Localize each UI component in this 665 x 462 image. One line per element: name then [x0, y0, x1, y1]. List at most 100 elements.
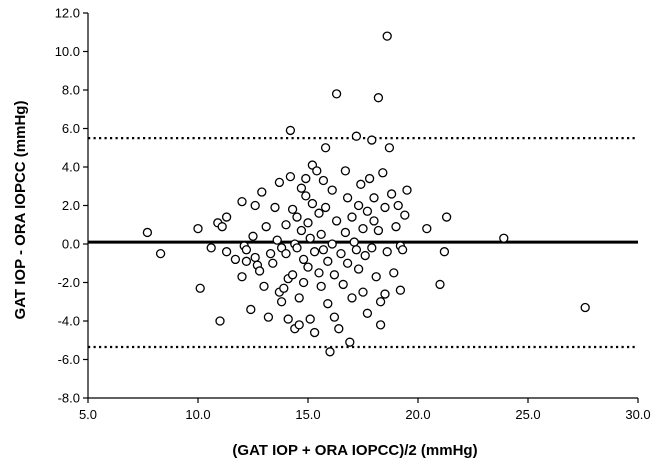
data-point: [378, 168, 388, 178]
data-point: [369, 216, 379, 226]
data-point: [336, 248, 346, 259]
data-point: [259, 281, 269, 292]
data-point: [342, 193, 353, 203]
data-point: [380, 202, 390, 213]
y-tick-label: 10.0: [55, 44, 80, 59]
reference-lines: [88, 137, 638, 349]
data-point: [296, 225, 307, 236]
data-point: [250, 200, 260, 211]
data-point: [301, 173, 311, 184]
y-tick-label: -2.0: [58, 275, 80, 290]
data-point: [276, 297, 287, 307]
data-point: [318, 175, 329, 186]
data-point: [292, 212, 302, 222]
data-point: [250, 252, 260, 263]
data-point: [283, 314, 293, 324]
data-point: [274, 177, 285, 188]
data-point: [307, 198, 318, 209]
data-point: [296, 183, 307, 193]
data-point: [345, 337, 355, 347]
data-point: [356, 179, 366, 189]
data-point: [272, 235, 282, 245]
y-axis-title: GAT IOP - ORA IOPCC (mmHg): [12, 101, 29, 320]
data-point: [331, 216, 342, 226]
data-point: [342, 258, 353, 268]
data-point: [195, 283, 205, 293]
data-point: [369, 193, 379, 203]
data-point: [298, 254, 309, 265]
data-point: [327, 185, 337, 195]
data-point: [309, 247, 320, 257]
y-tick-label: 0.0: [62, 237, 80, 252]
data-point: [362, 206, 373, 216]
axes: [83, 12, 639, 403]
data-point: [254, 266, 265, 276]
data-point: [230, 254, 241, 265]
data-point: [206, 243, 216, 253]
x-tick-label: 15.0: [295, 407, 320, 422]
data-point: [320, 143, 331, 153]
data-point: [367, 135, 377, 145]
y-tick-label: 12.0: [55, 6, 80, 21]
x-axis-title: (GAT IOP + ORA IOPCC)/2 (mmHg): [232, 442, 477, 459]
data-point: [380, 289, 390, 299]
data-point: [241, 245, 252, 255]
y-tick-label: -8.0: [58, 391, 80, 406]
data-point: [329, 270, 340, 280]
data-point: [499, 233, 509, 243]
data-point: [375, 297, 386, 307]
data-point: [257, 187, 267, 197]
data-point: [287, 270, 298, 280]
data-point: [316, 281, 326, 292]
data-point: [375, 320, 386, 330]
x-tick-labels: 5.0 10.0 15.0 20.0 25.0 30.0: [79, 407, 651, 422]
data-point: [285, 125, 296, 136]
data-point: [301, 191, 311, 201]
data-point: [325, 347, 335, 357]
data-point: [358, 223, 368, 234]
data-point: [155, 248, 166, 259]
data-point: [349, 237, 359, 247]
data-point: [221, 247, 232, 257]
data-point: [323, 299, 333, 309]
data-point: [351, 245, 362, 255]
data-point: [248, 231, 258, 241]
data-point: [384, 143, 395, 153]
data-point: [142, 227, 153, 238]
data-point: [353, 264, 364, 274]
data-point: [395, 285, 406, 295]
data-point: [386, 189, 397, 199]
data-point: [281, 220, 291, 230]
data-point: [371, 272, 381, 282]
data-point: [314, 268, 324, 278]
x-tick-label: 25.0: [515, 407, 540, 422]
data-point: [382, 31, 392, 41]
data-point: [397, 245, 408, 255]
data-points: [142, 31, 590, 357]
data-point: [215, 316, 225, 326]
x-tick-label: 30.0: [625, 407, 650, 422]
data-point: [373, 93, 384, 103]
data-point: [287, 204, 298, 215]
data-point: [358, 287, 368, 297]
x-tick-label: 20.0: [405, 407, 430, 422]
data-point: [340, 227, 351, 238]
data-point: [393, 200, 403, 211]
data-point: [373, 225, 384, 236]
data-point: [402, 185, 412, 195]
data-point: [237, 196, 247, 207]
data-point: [303, 218, 313, 228]
data-point: [265, 248, 276, 259]
x-tick-label: 10.0: [185, 407, 210, 422]
y-tick-label: 4.0: [62, 160, 80, 175]
data-point: [367, 243, 377, 253]
data-point: [246, 304, 256, 315]
data-point: [391, 222, 401, 232]
data-point: [314, 208, 324, 218]
data-point: [261, 222, 271, 232]
data-point: [347, 293, 357, 303]
y-tick-label: -4.0: [58, 314, 80, 329]
data-point: [270, 202, 280, 213]
